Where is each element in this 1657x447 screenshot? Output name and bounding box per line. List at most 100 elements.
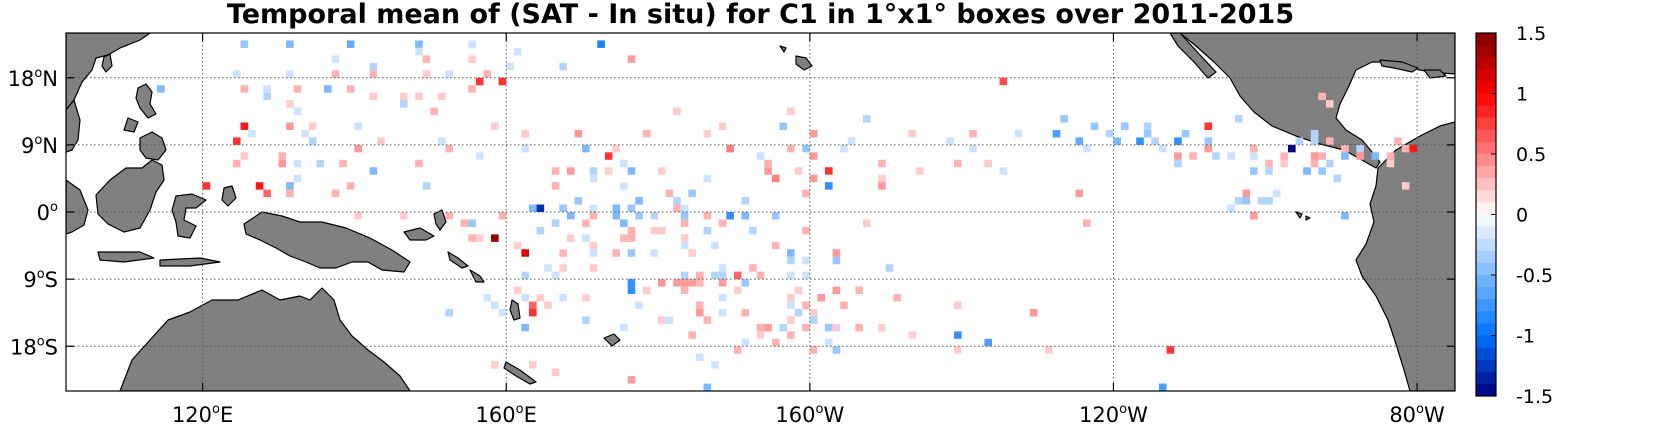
data-cell [756, 271, 765, 280]
data-cell [802, 189, 810, 198]
data-cell [764, 323, 772, 332]
data-cell [331, 189, 340, 198]
data-cell [1401, 144, 1410, 153]
data-cell [604, 152, 613, 160]
data-cell [1310, 137, 1319, 145]
data-cell [521, 271, 529, 280]
data-cell [1075, 137, 1084, 145]
data-cell [369, 167, 378, 175]
y-tick-label: 18oN [8, 66, 58, 91]
data-cell [589, 264, 598, 272]
data-cell [475, 152, 484, 160]
data-cell [878, 174, 886, 183]
data-cell [415, 40, 423, 48]
data-cell [695, 301, 704, 309]
data-cell [635, 197, 643, 205]
data-cell [1318, 167, 1326, 175]
data-cell [346, 40, 355, 48]
data-cell [954, 346, 962, 354]
colorbar-swatch [1476, 383, 1496, 397]
data-cell [695, 279, 704, 287]
land-java [97, 251, 155, 263]
land-fiji [603, 333, 621, 347]
data-cell [756, 331, 765, 339]
gridlines [66, 33, 1455, 391]
data-cell [604, 167, 613, 175]
data-cell [855, 286, 863, 295]
colorbar-swatch [1476, 81, 1496, 94]
colorbar-swatch [1476, 178, 1496, 191]
data-cell [733, 286, 742, 295]
data-cell [589, 204, 598, 212]
data-cell [559, 264, 567, 272]
land-new-britain [403, 227, 435, 241]
colorbar-swatch [1476, 105, 1496, 119]
x-tick-label: 120oE [172, 402, 233, 427]
data-cell [1272, 189, 1281, 198]
colorbar-tick-label: 0 [1516, 205, 1528, 227]
data-cell [399, 100, 408, 108]
colorbar-swatch [1476, 190, 1496, 203]
data-cell [1204, 122, 1213, 130]
data-cell [771, 241, 780, 250]
data-cell [521, 323, 529, 332]
data-cell [308, 137, 317, 145]
colorbar-swatch [1476, 57, 1496, 70]
data-cell [741, 338, 750, 347]
data-cell [946, 137, 955, 145]
data-cell [468, 85, 476, 93]
data-cell [354, 144, 363, 153]
data-cell [399, 92, 408, 101]
data-cell [1181, 129, 1190, 138]
data-cell [331, 70, 340, 78]
data-cell [278, 152, 287, 160]
colorbar-swatch [1476, 214, 1496, 228]
data-cell [582, 219, 590, 227]
colorbar-swatch [1476, 299, 1496, 312]
land-mindanao [139, 131, 167, 161]
data-cell [620, 182, 628, 190]
data-cell [756, 152, 765, 160]
data-cell [498, 77, 507, 86]
data-cell [916, 167, 924, 175]
data-cell [1318, 92, 1326, 101]
data-cell [513, 47, 522, 56]
data-cell [1121, 122, 1129, 130]
colorbar-swatch [1476, 287, 1496, 300]
data-cell [695, 353, 704, 362]
data-cell [1303, 167, 1311, 175]
data-cell [422, 182, 431, 190]
colorbar-swatch [1476, 262, 1496, 276]
data-cell [293, 107, 302, 116]
data-cell [293, 174, 302, 183]
land-vanuatu [509, 299, 521, 321]
colorbar-swatch [1476, 226, 1496, 240]
data-cell [642, 129, 651, 138]
data-cell [1386, 152, 1395, 160]
data-cell [1174, 137, 1182, 145]
data-cell [521, 294, 529, 302]
chart-title: Temporal mean of (SAT - In situ) for C1 … [226, 0, 1295, 30]
data-cell [627, 167, 636, 175]
data-cell [1029, 308, 1038, 317]
data-cell [1090, 122, 1099, 130]
data-cell [726, 144, 734, 153]
data-cell [802, 323, 810, 332]
data-cell [620, 323, 628, 332]
data-cell [566, 167, 575, 175]
land-south-america [1355, 121, 1455, 391]
colorbar-swatch [1476, 359, 1496, 373]
colorbar-tick-label: 1 [1516, 84, 1528, 106]
data-cell [969, 129, 977, 138]
data-cell [1227, 152, 1235, 160]
data-cell [809, 316, 818, 324]
data-cell [286, 70, 294, 78]
data-cell [999, 167, 1008, 175]
data-cell [1310, 129, 1319, 138]
data-cell [1075, 189, 1084, 198]
land-cuba [1379, 59, 1419, 73]
data-cell [794, 286, 803, 295]
data-cell [551, 271, 560, 280]
data-cell [627, 226, 636, 235]
